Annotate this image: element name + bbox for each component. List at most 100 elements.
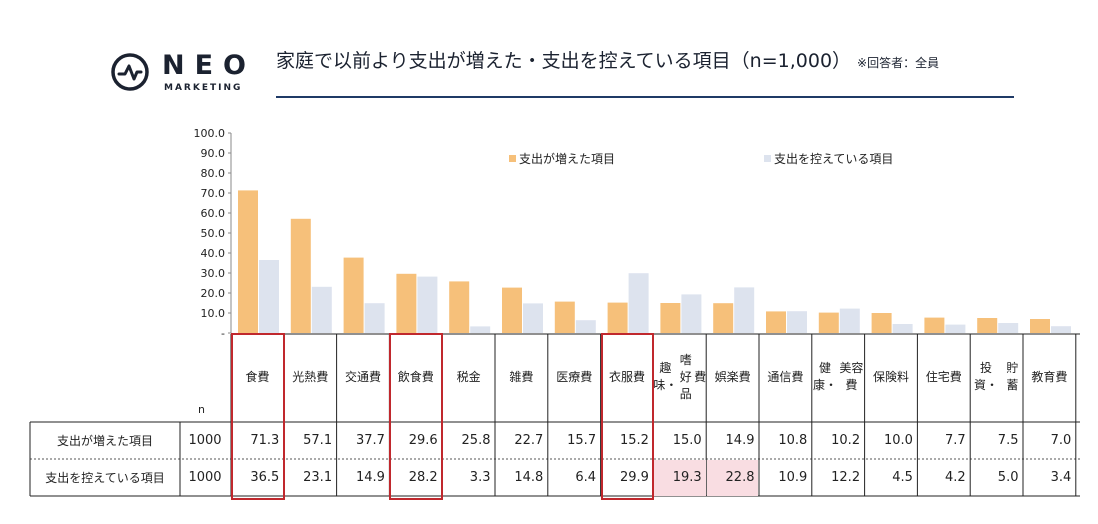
bar-increased [449, 281, 470, 333]
value-cell: 10.9 [778, 470, 808, 485]
value-cell: 14.9 [355, 470, 385, 485]
value-cell: 4.2 [945, 470, 966, 485]
category-label-line: 教育費 [1031, 369, 1068, 384]
y-tick-label: 80.0 [201, 167, 226, 180]
legend-label: 支出を控えている項目 [774, 152, 893, 166]
category-label: 健康・ 美容費 [812, 334, 865, 420]
bar-restrained [311, 286, 332, 333]
neo-logo: NEO MARKETING [110, 48, 260, 96]
bar-increased [502, 287, 522, 333]
legend-label: 支出が増えた項目 [519, 151, 615, 166]
category-label: 飲食費 [389, 334, 442, 420]
row-label: 支出を控えている項目 [45, 470, 165, 485]
category-label: 教育費 [1023, 334, 1076, 420]
legend-swatch [764, 155, 771, 162]
value-cell: 15.0 [672, 433, 702, 448]
value-cell: 7.7 [945, 433, 966, 448]
bar-increased [818, 312, 839, 333]
category-label-line: 雑費 [509, 369, 534, 384]
category-label-line: 娯楽費 [714, 369, 751, 384]
value-cell: 19.3 [653, 459, 706, 496]
category-label-line: 趣味・ [653, 361, 678, 392]
bar-restrained [892, 324, 913, 333]
n-header: n [198, 403, 205, 416]
bar-increased [977, 318, 998, 333]
bar-restrained [417, 276, 438, 333]
category-label-line: 費 [694, 369, 707, 384]
category-label-line: 貯蓄 [1006, 361, 1019, 392]
pulse-circle-icon [111, 53, 149, 91]
value-cell: 12.2 [831, 470, 861, 485]
category-label: 食費 [231, 334, 284, 420]
value-cell: 3.4 [1050, 470, 1072, 485]
value-cell: 25.8 [461, 433, 491, 448]
bar-increased [1030, 319, 1050, 333]
value-cell: 10.0 [883, 433, 913, 448]
n-value: 1000 [188, 469, 222, 485]
title-underline [276, 96, 1014, 98]
page-title: 家庭で以前より支出が増えた・支出を控えている項目（n=1,000） ※回答者：全員 [276, 46, 939, 73]
brand-name: NEO [162, 50, 256, 81]
category-label: 娯楽費 [706, 334, 759, 420]
n-value: 1000 [188, 432, 222, 448]
category-label: 交通費 [337, 334, 390, 420]
bar-increased [766, 311, 786, 333]
category-label-line: 健康・ [812, 361, 837, 392]
category-label: 医療費 [548, 334, 601, 420]
value-cell: 57.1 [303, 433, 333, 448]
category-label: 雑費 [495, 334, 548, 420]
category-label-line: 住宅費 [925, 369, 962, 384]
bar-increased [924, 317, 945, 333]
bar-restrained [523, 303, 543, 333]
bar-increased [290, 218, 311, 333]
value-cell: 22.8 [706, 459, 759, 496]
y-tick-label: 100.0 [194, 127, 226, 140]
value-cell: 10.8 [778, 433, 808, 448]
bar-restrained [364, 303, 385, 333]
y-tick-label: 60.0 [201, 207, 226, 220]
bar-increased [871, 313, 892, 333]
y-tick-label: 70.0 [201, 187, 226, 200]
bar-increased [343, 257, 364, 333]
value-cell: 5.0 [997, 470, 1019, 485]
value-cell: 15.7 [567, 433, 597, 448]
category-label-line: 美容費 [839, 361, 864, 392]
category-label: 保険料 [865, 334, 918, 420]
y-tick-label: 30.0 [201, 267, 226, 280]
bar-restrained [681, 294, 702, 333]
category-label: 投資・ 貯蓄 [970, 334, 1023, 420]
y-tick-label: 90.0 [201, 147, 226, 160]
value-cell: 15.2 [619, 433, 649, 448]
category-label-line: 投資・ [974, 361, 999, 392]
category-label-line: 飲食費 [397, 369, 434, 384]
title-main: 家庭で以前より支出が増えた・支出を控えている項目（n=1,000） [276, 50, 852, 72]
value-cell: 7.0 [1050, 433, 1072, 448]
value-cell: 7.5 [997, 433, 1019, 448]
category-label-line: 嗜好品 [679, 352, 692, 401]
legend-swatch [509, 155, 516, 162]
value-cell: 23.1 [303, 470, 333, 485]
category-label-line: 保険料 [872, 369, 909, 384]
value-cell: 37.7 [355, 433, 385, 448]
value-cell: 28.2 [408, 470, 438, 485]
category-label-line: 食費 [245, 369, 270, 384]
category-label-line: 税金 [456, 369, 481, 384]
category-label: 衣服費 [601, 334, 654, 420]
row-label: 支出が増えた項目 [56, 433, 153, 448]
bar-increased [238, 190, 258, 333]
bar-increased [713, 303, 734, 333]
category-label: 通信費 [759, 334, 812, 420]
bar-restrained [259, 260, 279, 333]
category-label-line: 交通費 [344, 369, 381, 384]
bar-restrained [839, 308, 860, 333]
value-cell: 22.7 [514, 433, 544, 448]
category-label-line: 衣服費 [608, 369, 645, 384]
y-tick-label: 10.0 [201, 307, 226, 320]
category-label: 税金 [442, 334, 495, 420]
bar-increased [607, 302, 628, 333]
y-tick-label: 50.0 [201, 227, 226, 240]
value-cell: 6.4 [575, 470, 597, 485]
bar-restrained [1051, 326, 1071, 333]
bar-restrained [945, 324, 966, 333]
bar-restrained [628, 273, 649, 333]
